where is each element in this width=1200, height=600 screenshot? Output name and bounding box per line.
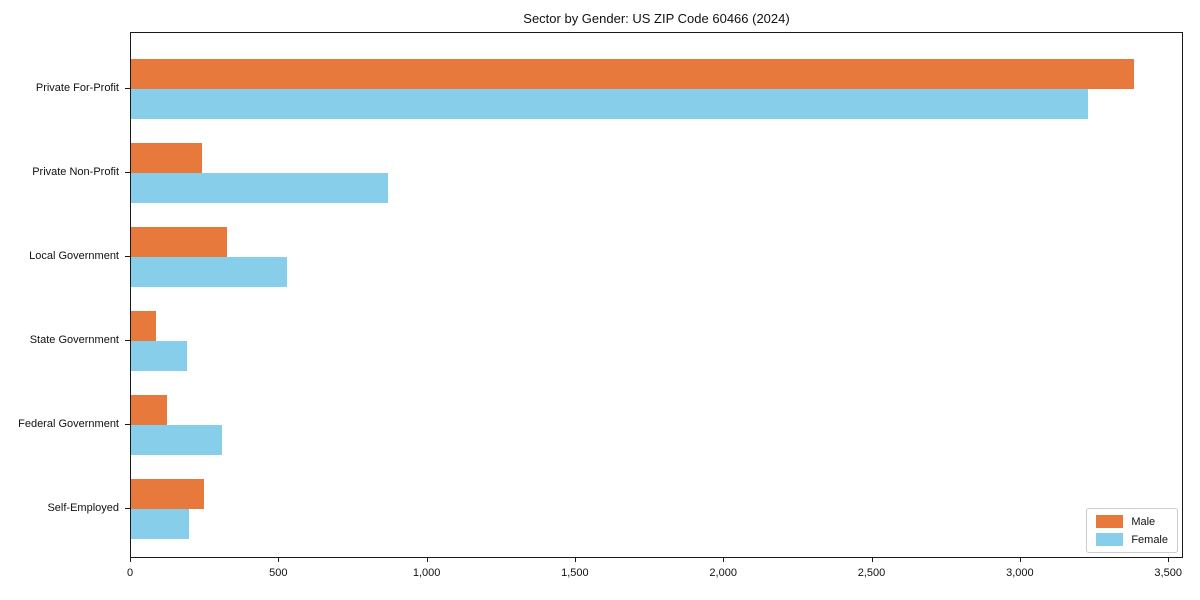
x-tick-mark: [130, 558, 131, 562]
y-tick-mark: [125, 424, 130, 425]
x-tick-label-3-000: 3,000: [1006, 567, 1034, 579]
x-tick-label-500: 500: [269, 567, 288, 579]
bar-male-private-for-profit: [131, 59, 1134, 89]
bar-female-federal-government: [131, 425, 222, 455]
y-tick-label-federal-government: Federal Government: [18, 418, 119, 430]
y-tick-mark: [125, 256, 130, 257]
bar-female-self-employed: [131, 509, 189, 539]
bar-male-self-employed: [131, 479, 204, 509]
bar-female-local-government: [131, 257, 287, 287]
x-tick-mark: [1168, 558, 1170, 562]
x-tick-label-2-500: 2,500: [857, 567, 886, 579]
x-tick-label-3-500: 3,500: [1154, 567, 1182, 579]
x-tick-mark: [574, 558, 576, 562]
bar-female-state-government: [131, 341, 188, 371]
x-tick-label-1-000: 1,000: [412, 567, 441, 579]
bar-male-federal-government: [131, 395, 167, 425]
x-tick-mark: [278, 558, 280, 562]
x-tick-mark: [871, 558, 873, 562]
y-tick-label-state-government: State Government: [29, 334, 119, 346]
y-tick-label-private-non-profit: Private Non-Profit: [32, 166, 119, 178]
legend-label-female: Female: [1131, 533, 1168, 546]
y-tick-mark: [125, 172, 130, 173]
x-tick-mark: [426, 558, 428, 562]
bar-male-state-government: [131, 311, 157, 341]
y-tick-mark: [125, 340, 130, 341]
x-tick-label-0: 0: [126, 567, 134, 579]
y-tick-mark: [125, 88, 130, 89]
y-tick-label-private-for-profit: Private For-Profit: [35, 82, 119, 94]
y-tick-label-self-employed: Self-Employed: [47, 502, 119, 514]
legend: Male Female: [1086, 508, 1178, 553]
legend-swatch-female: [1096, 533, 1124, 546]
legend-swatch-male: [1096, 515, 1124, 528]
x-tick-mark: [1019, 558, 1021, 562]
x-tick-label-2-000: 2,000: [709, 567, 737, 579]
bar-female-private-for-profit: [131, 89, 1088, 119]
bar-female-private-non-profit: [131, 173, 388, 203]
x-tick-mark: [723, 558, 725, 562]
legend-item-female: Female: [1096, 533, 1168, 546]
chart-title: Sector by Gender: US ZIP Code 60466 (202…: [523, 11, 790, 26]
plot-area: Male Female: [130, 32, 1183, 558]
bar-male-private-non-profit: [131, 143, 203, 173]
legend-item-male: Male: [1096, 515, 1168, 528]
legend-label-male: Male: [1131, 515, 1156, 528]
y-tick-label-local-government: Local Government: [29, 250, 119, 262]
x-tick-label-1-500: 1,500: [561, 567, 589, 579]
bar-male-local-government: [131, 227, 228, 257]
y-tick-mark: [125, 508, 130, 509]
